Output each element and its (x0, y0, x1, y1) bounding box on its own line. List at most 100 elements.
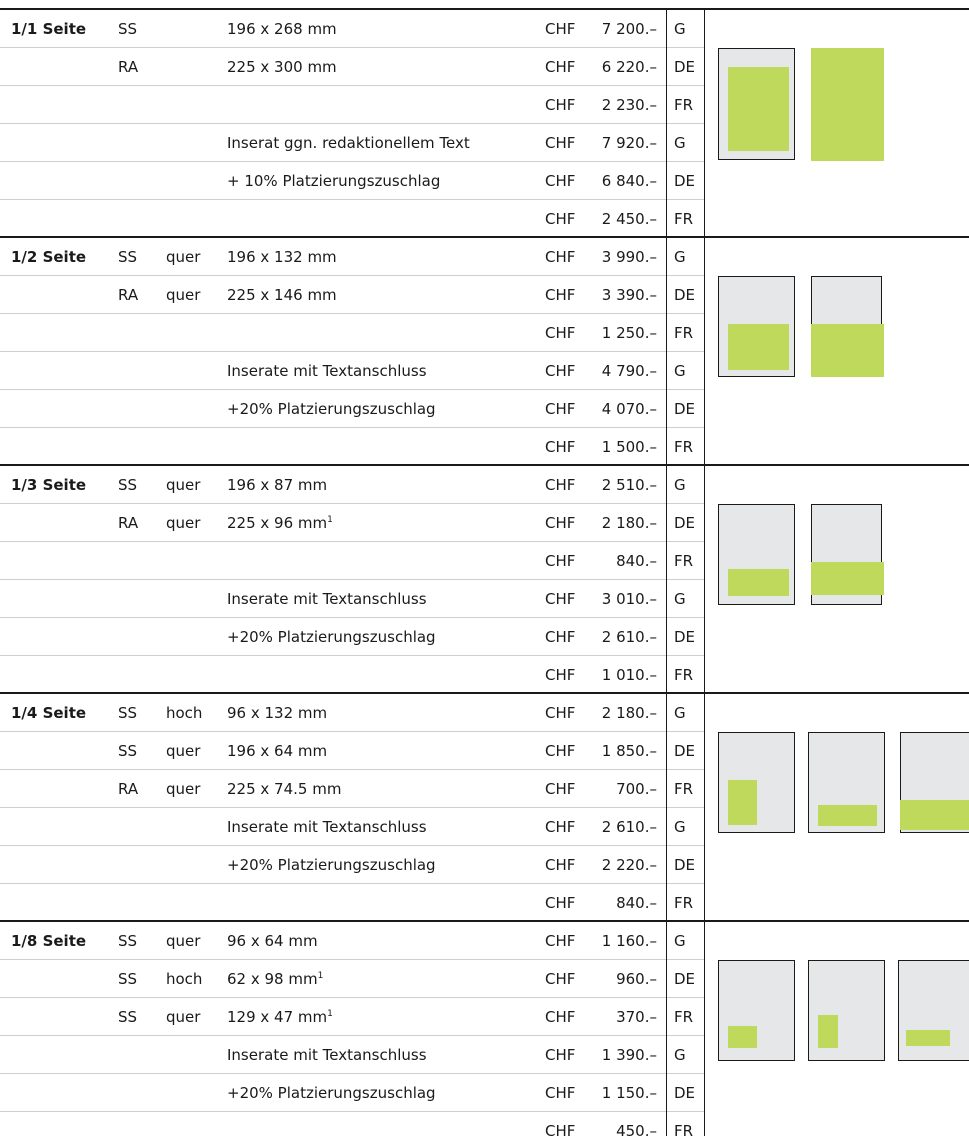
price-language-divider (666, 694, 667, 732)
currency: CHF (545, 590, 576, 608)
currency: CHF (545, 552, 576, 570)
price: 3 010.– (601, 590, 657, 608)
orientation: quer (166, 476, 201, 494)
table-row: +20% Platzierungszuschlag CHF 4 070.– DE (0, 390, 704, 428)
ad-size-section: 1/3 Seite SS quer 196 x 87 mm CHF 2 510.– G RA q… (0, 464, 969, 694)
edition-code: DE (674, 514, 696, 532)
price-language-divider (666, 162, 667, 200)
size-description: Inserate mit Textanschluss (227, 580, 427, 618)
size-text: 196 x 87 mm (227, 476, 328, 494)
price-language-divider (666, 466, 667, 504)
currency: CHF (545, 362, 576, 380)
edition-code: G (674, 362, 686, 380)
footnote-marker: 1 (327, 1009, 333, 1019)
price: 6 840.– (601, 172, 657, 190)
currency: CHF (545, 970, 576, 988)
size-description: 96 x 132 mm (227, 694, 327, 732)
size-description: + 10% Platzierungszuschlag (227, 162, 440, 200)
table-row: Inserate mit Textanschluss CHF 4 790.– G (0, 352, 704, 390)
ad-placement-area (728, 67, 789, 151)
price-language-divider (666, 238, 667, 276)
size-description: 129 x 47 mm1 (227, 998, 333, 1036)
table-row: + 10% Platzierungszuschlag CHF 6 840.– DE (0, 162, 704, 200)
format-type: RA (118, 514, 139, 532)
currency: CHF (545, 210, 576, 228)
currency: CHF (545, 248, 576, 266)
size-text: +20% Platzierungszuschlag (227, 400, 436, 418)
price-language-divider (666, 960, 667, 998)
format-type: RA (118, 780, 139, 798)
price: 3 390.– (601, 286, 657, 304)
currency: CHF (545, 742, 576, 760)
currency: CHF (545, 780, 576, 798)
orientation: quer (166, 248, 201, 266)
edition-code: DE (674, 172, 696, 190)
size-text: +20% Platzierungszuschlag (227, 1084, 436, 1102)
column-divider (704, 10, 705, 236)
format-type: SS (118, 476, 138, 494)
edition-code: G (674, 248, 686, 266)
edition-code: DE (674, 58, 696, 76)
table-row: +20% Platzierungszuschlag CHF 1 150.– DE (0, 1074, 704, 1112)
edition-code: G (674, 476, 686, 494)
size-text: 196 x 132 mm (227, 248, 337, 266)
price: 700.– (616, 780, 657, 798)
ad-placement-area (728, 324, 789, 370)
format-type: RA (118, 286, 139, 304)
size-text: 62 x 98 mm (227, 970, 318, 988)
price-language-divider (666, 656, 667, 694)
size-description: 196 x 87 mm (227, 466, 327, 504)
edition-code: DE (674, 400, 696, 418)
price: 3 990.– (601, 248, 657, 266)
edition-code: FR (674, 780, 694, 798)
section-label: 1/1 Seite (11, 20, 87, 38)
edition-code: G (674, 134, 686, 152)
format-type: SS (118, 20, 138, 38)
ad-placement-area (728, 1026, 757, 1048)
currency: CHF (545, 438, 576, 456)
price: 4 790.– (601, 362, 657, 380)
currency: CHF (545, 666, 576, 684)
edition-code: G (674, 590, 686, 608)
size-text: 225 x 74.5 mm (227, 780, 342, 798)
ad-size-section: 1/1 Seite SS 196 x 268 mm CHF 7 200.– G RA 225 … (0, 8, 969, 238)
price-language-divider (666, 922, 667, 960)
orientation: quer (166, 932, 201, 950)
ad-placement-area (811, 324, 884, 377)
price: 4 070.– (601, 400, 657, 418)
size-description: +20% Platzierungszuschlag (227, 618, 436, 656)
footnote-marker: 1 (317, 971, 324, 981)
section-label: 1/8 Seite (11, 932, 87, 950)
currency: CHF (545, 932, 576, 950)
price: 840.– (616, 552, 657, 570)
table-row: 1/4 Seite SS hoch 96 x 132 mm CHF 2 180.– G (0, 694, 704, 732)
table-row: SS quer 196 x 64 mm CHF 1 850.– DE (0, 732, 704, 770)
table-row: CHF 840.– FR (0, 884, 704, 922)
size-text: 196 x 64 mm (227, 742, 328, 760)
currency: CHF (545, 286, 576, 304)
price: 840.– (616, 894, 657, 912)
table-row: CHF 2 230.– FR (0, 86, 704, 124)
edition-code: DE (674, 628, 696, 646)
currency: CHF (545, 20, 576, 38)
table-row: 1/1 Seite SS 196 x 268 mm CHF 7 200.– G (0, 10, 704, 48)
edition-code: FR (674, 894, 694, 912)
edition-code: G (674, 704, 686, 722)
price-language-divider (666, 542, 667, 580)
currency: CHF (545, 818, 576, 836)
table-row: Inserate mit Textanschluss CHF 1 390.– G (0, 1036, 704, 1074)
size-description: 196 x 268 mm (227, 10, 337, 48)
table-row: RA quer 225 x 146 mm CHF 3 390.– DE (0, 276, 704, 314)
orientation: hoch (166, 704, 203, 722)
size-description: 96 x 64 mm (227, 922, 318, 960)
price-language-divider (666, 276, 667, 314)
size-description: Inserate mit Textanschluss (227, 352, 427, 390)
column-divider (704, 694, 705, 920)
currency: CHF (545, 58, 576, 76)
edition-code: FR (674, 1122, 694, 1136)
size-text: Inserate mit Textanschluss (227, 818, 427, 836)
currency: CHF (545, 1122, 576, 1136)
size-text: +20% Platzierungszuschlag (227, 628, 436, 646)
price-language-divider (666, 808, 667, 846)
price: 960.– (616, 970, 657, 988)
